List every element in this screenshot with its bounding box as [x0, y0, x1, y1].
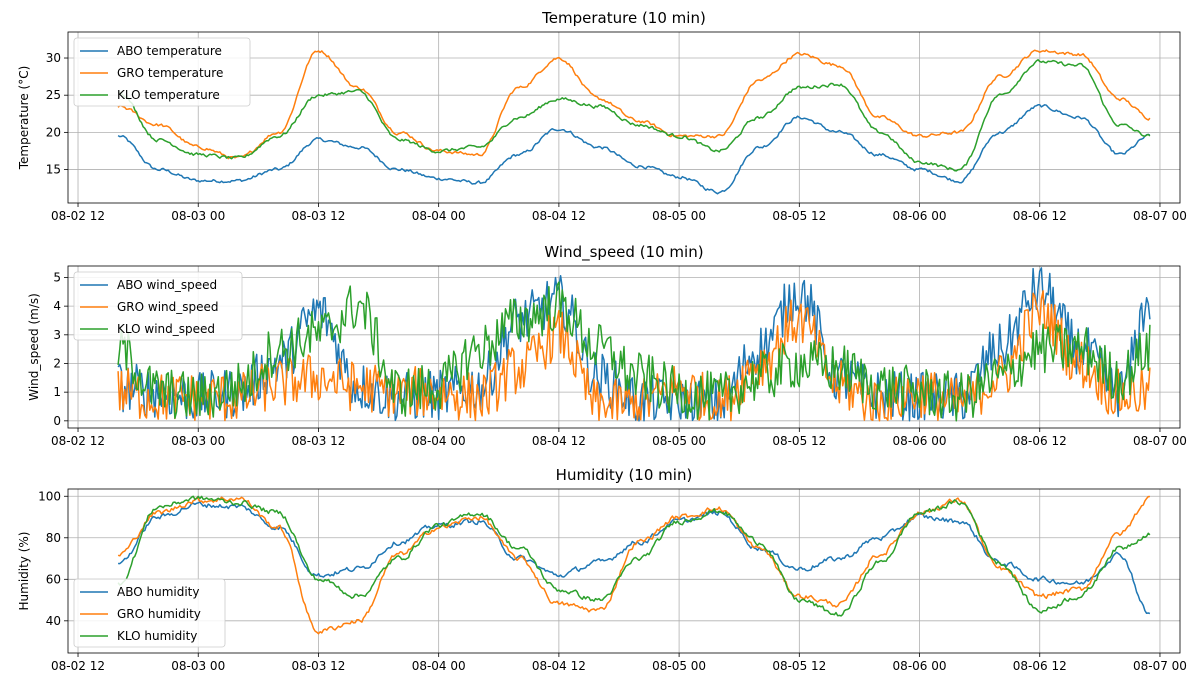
legend-label: GRO temperature — [117, 66, 223, 80]
y-tick-label: 25 — [46, 88, 61, 102]
grid — [68, 489, 1180, 653]
x-tick-label: 08-02 12 — [51, 209, 105, 223]
series-line-klo-wind-speed — [117, 281, 1151, 422]
x-tick-label: 08-04 00 — [412, 209, 466, 223]
x-tick-label: 08-05 00 — [652, 434, 706, 448]
x-tick-label: 08-04 12 — [532, 209, 586, 223]
legend-box — [73, 578, 226, 648]
series-line-abo-humidity — [118, 501, 1151, 615]
x-tick-label: 08-04 12 — [532, 659, 586, 673]
x-tick-label: 08-03 12 — [291, 209, 345, 223]
x-tick-label: 08-03 00 — [171, 434, 225, 448]
legend-box — [73, 271, 243, 341]
legend: ABO wind_speed GRO wind_speed KLO wind_spe… — [73, 271, 243, 341]
y-tick-label: 5 — [53, 270, 61, 284]
series-line-gro-temperature — [117, 49, 1151, 160]
x-tick-label: 08-05 12 — [772, 434, 826, 448]
legend: ABO temperature GRO temperature KLO temper… — [73, 37, 251, 107]
x-tick-label: 08-03 00 — [171, 659, 225, 673]
chart-title: Humidity (10 min) — [556, 466, 693, 484]
x-tick-label: 08-07 00 — [1133, 209, 1187, 223]
series-line-klo-temperature — [117, 59, 1151, 172]
y-tick-label: 40 — [46, 614, 61, 628]
legend-label: ABO wind_speed — [117, 278, 217, 292]
legend-label: GRO humidity — [117, 607, 201, 621]
axes-frame — [67, 265, 1181, 429]
y-tick-label: 4 — [53, 299, 61, 313]
legend-label: ABO temperature — [117, 44, 222, 58]
series-line-abo-temperature — [117, 103, 1151, 195]
x-tick-label: 08-07 00 — [1133, 659, 1187, 673]
x-tick-label: 08-06 00 — [893, 659, 947, 673]
x-tick-label: 08-03 12 — [291, 659, 345, 673]
x-tick-label: 08-02 12 — [51, 434, 105, 448]
chart-title: Temperature (10 min) — [541, 9, 706, 27]
y-tick-label: 15 — [46, 163, 61, 177]
x-tick-label: 08-04 12 — [532, 434, 586, 448]
x-tick-label: 08-04 00 — [412, 434, 466, 448]
y-tick-label: 80 — [46, 531, 61, 545]
y-tick-label: 1 — [53, 385, 61, 399]
x-tick-label: 08-05 00 — [652, 659, 706, 673]
x-tick-label: 08-06 12 — [1013, 209, 1067, 223]
y-tick-label: 20 — [46, 125, 61, 139]
axes-frame — [67, 488, 1181, 654]
legend-label: KLO humidity — [117, 629, 197, 643]
y-tick-label: 60 — [46, 572, 61, 586]
y-tick-label: 30 — [46, 51, 61, 65]
x-tick-label: 08-06 00 — [893, 434, 947, 448]
legend-label: GRO wind_speed — [117, 300, 219, 314]
y-axis-label: Wind_speed (m/s) — [27, 293, 41, 401]
x-tick-label: 08-07 00 — [1133, 434, 1187, 448]
x-tick-label: 08-06 12 — [1013, 434, 1067, 448]
x-tick-label: 08-06 00 — [893, 209, 947, 223]
legend-label: KLO wind_speed — [117, 322, 215, 336]
x-tick-label: 08-04 00 — [412, 659, 466, 673]
series-line-gro-humidity — [117, 495, 1150, 635]
x-tick-label: 08-05 12 — [772, 209, 826, 223]
subplot-2: Wind_speed (10 min) 08-02 12 08-03 00 08-03… — [27, 243, 1187, 448]
x-tick-label: 08-02 12 — [51, 659, 105, 673]
grid — [68, 32, 1180, 203]
legend: ABO humidity GRO humidity KLO humidity — [73, 578, 226, 648]
legend-label: ABO humidity — [117, 585, 199, 599]
subplot-1: Temperature (10 min) 08-02 12 08-03 00 08-0… — [17, 9, 1187, 223]
chart-title: Wind_speed (10 min) — [544, 243, 703, 262]
y-tick-label: 100 — [38, 489, 61, 503]
series-line-klo-humidity — [117, 495, 1151, 617]
y-axis-label: Temperature (°C) — [17, 66, 31, 171]
y-tick-label: 3 — [53, 328, 61, 342]
legend-box — [73, 37, 251, 107]
legend-label: KLO temperature — [117, 88, 220, 102]
x-tick-label: 08-03 12 — [291, 434, 345, 448]
y-tick-label: 2 — [53, 356, 61, 370]
subplot-3: Humidity (10 min) 08-02 12 08-03 00 08-03 1… — [17, 466, 1187, 673]
axes-frame — [67, 31, 1181, 204]
x-tick-label: 08-05 00 — [652, 209, 706, 223]
y-tick-label: 0 — [53, 414, 61, 428]
x-tick-label: 08-05 12 — [772, 659, 826, 673]
x-tick-label: 08-03 00 — [171, 209, 225, 223]
x-tick-label: 08-06 12 — [1013, 659, 1067, 673]
y-axis-label: Humidity (%) — [17, 532, 31, 611]
